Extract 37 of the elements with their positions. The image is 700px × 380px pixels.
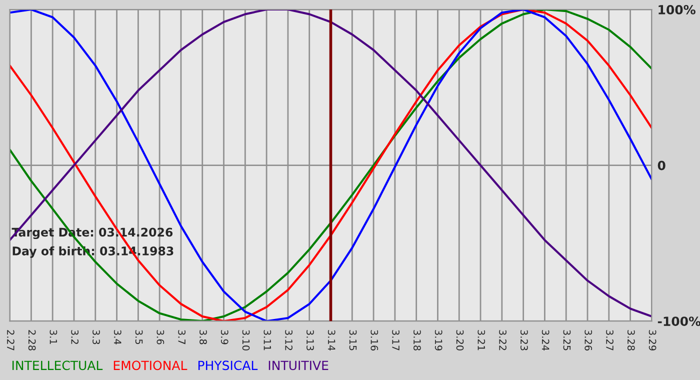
x-tick-label: 3.28: [627, 330, 635, 350]
x-tick-label: 3.12: [285, 330, 292, 350]
x-tick-label: 3.7: [178, 330, 186, 344]
x-tick-label: 3.26: [584, 330, 592, 350]
x-tick-label: 3.15: [349, 330, 357, 350]
x-tick-label: 3.24: [542, 330, 550, 351]
x-tick-label: 3.25: [563, 330, 571, 350]
x-tick-label: 3.20: [456, 330, 464, 350]
x-tick-label: 3.27: [606, 330, 614, 350]
x-tick-label: 3.1: [50, 330, 58, 344]
x-tick-label: 3.23: [520, 330, 528, 350]
x-tick-label: 3.3: [92, 330, 100, 344]
x-tick-label: 3.22: [499, 330, 506, 350]
x-tick-label: 3.14: [328, 330, 336, 351]
x-tick-label: 3.16: [370, 330, 378, 350]
x-tick-label: 3.10: [242, 330, 250, 350]
x-tick-label: 3.29: [648, 330, 656, 350]
text: EMOTIONAL: [114, 360, 188, 370]
x-tick-label: 3.17: [392, 330, 400, 350]
x-tick-label: 3.21: [478, 330, 486, 350]
x-tick-label: 3.6: [156, 330, 164, 344]
text: INTUITIVE: [268, 360, 328, 370]
y-tick-label: 0: [658, 160, 666, 170]
x-tick-label: 3.8: [200, 330, 207, 344]
x-tick-label: 3.4: [114, 330, 122, 344]
y-tick-label: 100%: [658, 4, 696, 14]
x-tick-label: 3.9: [220, 330, 228, 344]
text: INTELLECTUAL: [12, 360, 103, 370]
x-tick-label: 3.11: [264, 330, 272, 350]
x-tick-label: 3.19: [434, 330, 442, 350]
x-tick-label: 3.5: [135, 330, 143, 344]
x-tick-label: 3.18: [414, 330, 421, 350]
text: PHYSICAL: [198, 360, 258, 370]
x-tick-label: 3.13: [306, 330, 314, 350]
x-tick-label: 2.27: [7, 330, 14, 350]
x-tick-label: 2.28: [28, 330, 36, 350]
x-tick-label: 3.2: [71, 330, 79, 344]
